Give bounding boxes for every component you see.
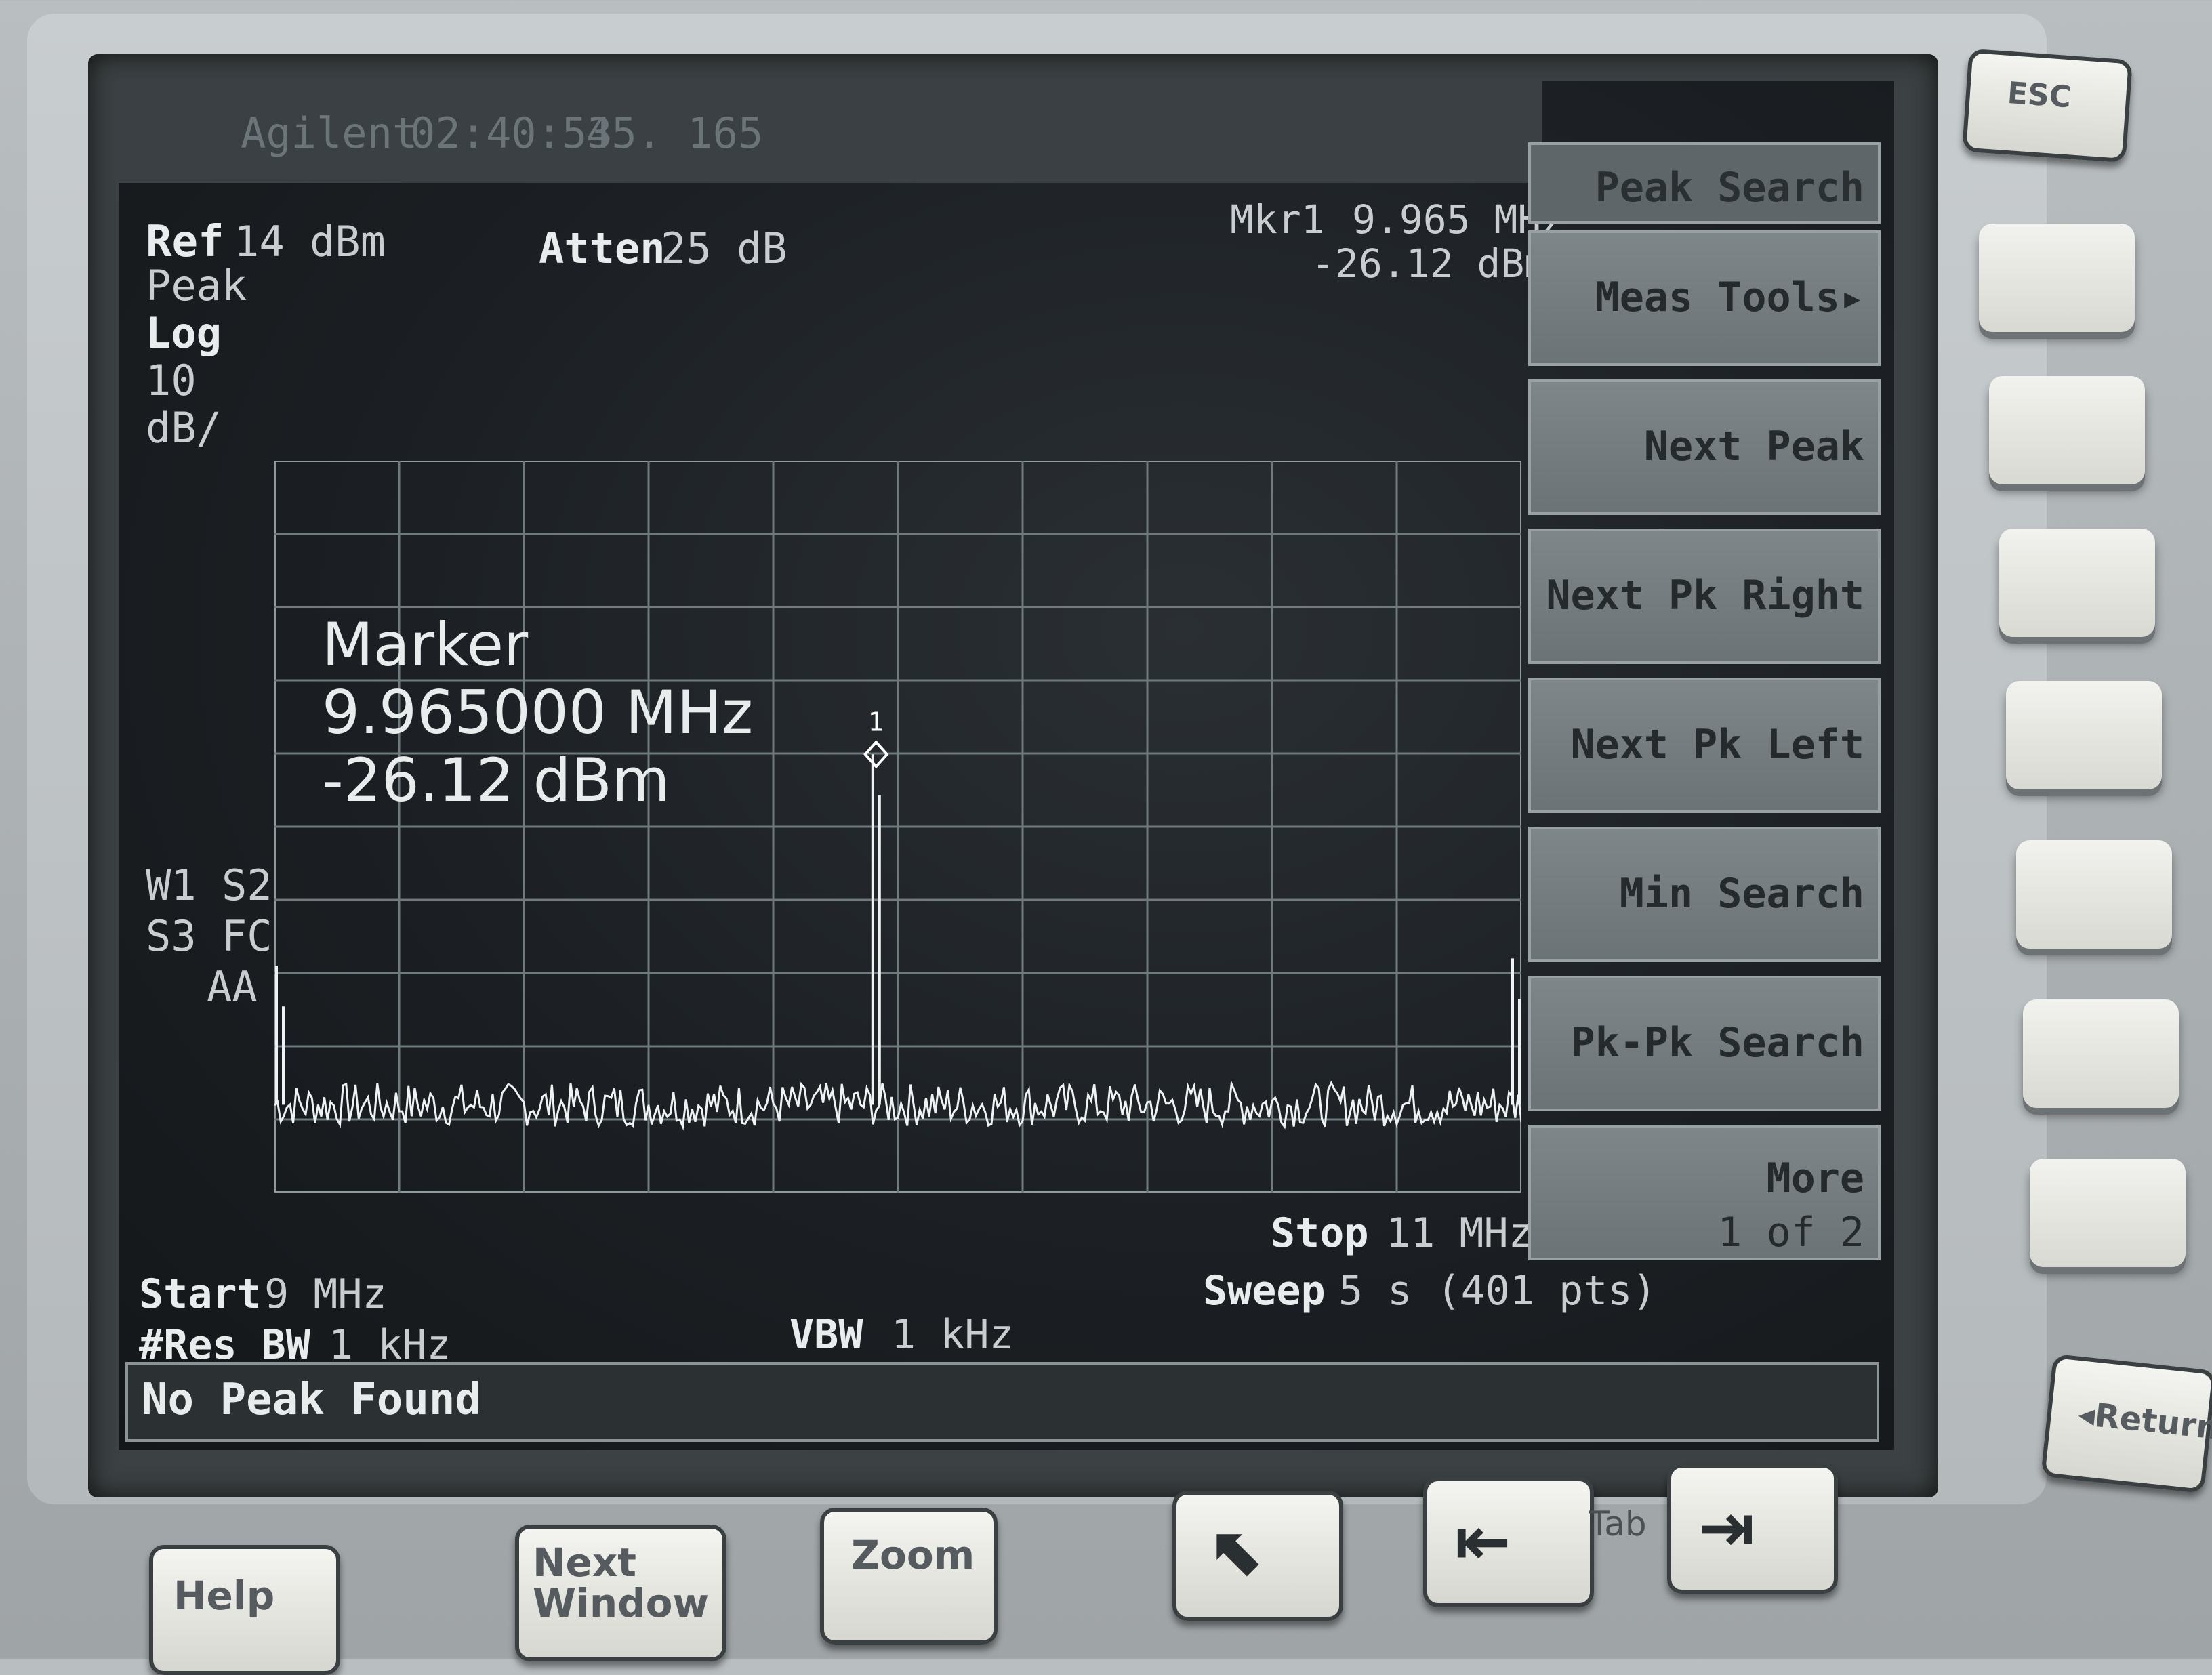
- arrow-up-left-key[interactable]: ⬉: [1172, 1491, 1343, 1621]
- vbw-value: 1 kHz: [891, 1311, 1014, 1359]
- vbw-label: VBW: [790, 1311, 863, 1359]
- marker-readout-title: Marker: [322, 610, 529, 680]
- softkey-hw-7[interactable]: [2030, 1159, 2186, 1267]
- tab-forward-icon: ⇥: [1698, 1488, 1755, 1567]
- analyzer-screen: Agilent 02:40:53 45. 165 Ref 14 dBm Peak…: [119, 81, 1894, 1450]
- atten-label: Atten: [539, 224, 665, 273]
- softkey-more[interactable]: More 1 of 2: [1528, 1125, 1881, 1260]
- menu-title: Peak Search: [1528, 142, 1881, 224]
- trace-flags-1: W1 S2: [146, 861, 272, 910]
- arrow-up-left-icon: ⬉: [1210, 1512, 1267, 1591]
- trace-flags-2: S3 FC: [146, 911, 272, 961]
- stop-value: 11 MHz: [1386, 1209, 1533, 1257]
- scale-unit: dB/: [146, 403, 222, 453]
- tab-label: Tab: [1589, 1504, 1647, 1544]
- esc-key[interactable]: ESC: [1961, 48, 2133, 163]
- marker-readout-frequency: 9.965000 MHz: [322, 678, 754, 747]
- marker-label: Mkr1: [1230, 197, 1325, 243]
- sweep-value: 5 s (401 pts): [1338, 1267, 1657, 1315]
- softkey-hw-3[interactable]: [1999, 529, 2155, 637]
- start-label: Start: [139, 1270, 262, 1318]
- stop-label: Stop: [1271, 1209, 1369, 1257]
- ref-label: Ref: [146, 217, 224, 267]
- zoom-key[interactable]: Zoom: [820, 1508, 998, 1645]
- softkey-hw-1[interactable]: [1979, 224, 2135, 332]
- marker-diamond-icon: [863, 740, 889, 769]
- time-label: 02:40:53: [410, 108, 613, 158]
- header-bar: Agilent 02:40:53 45. 165: [119, 81, 1542, 183]
- brand-label: Agilent: [241, 108, 418, 158]
- date-label: 45. 165: [586, 108, 764, 158]
- rbw-value: 1 kHz: [329, 1321, 451, 1369]
- atten-value: 25 dB: [661, 224, 787, 273]
- softkey-hw-2[interactable]: [1989, 376, 2145, 484]
- softkey-hw-6[interactable]: [2023, 999, 2179, 1108]
- spectrum-trace: [274, 1079, 1521, 1131]
- softkey-hw-5[interactable]: [2016, 840, 2172, 949]
- marker-readout-amplitude: -26.12 dBm: [322, 745, 670, 815]
- status-bar: No Peak Found: [125, 1362, 1879, 1442]
- spectrum-plot: 1: [274, 461, 1521, 1193]
- softkey-pk-pk-search[interactable]: Pk-Pk Search: [1528, 976, 1881, 1111]
- softkey-meas-tools[interactable]: Meas Tools▸: [1528, 230, 1881, 366]
- softkey-min-search[interactable]: Min Search: [1528, 827, 1881, 962]
- softkey-next-pk-right[interactable]: Next Pk Right: [1528, 529, 1881, 664]
- marker-amplitude: -26.12 dBm: [1311, 241, 1549, 287]
- trace-flags-3: AA: [207, 962, 258, 1012]
- marker-number-label: 1: [868, 707, 884, 737]
- softkey-next-pk-left[interactable]: Next Pk Left: [1528, 678, 1881, 813]
- start-value: 9 MHz: [264, 1270, 387, 1318]
- next-window-key[interactable]: Next Window: [515, 1525, 726, 1661]
- tab-back-icon: ⇤: [1454, 1502, 1511, 1581]
- scale-value: 10: [146, 356, 197, 405]
- softkey-next-peak[interactable]: Next Peak: [1528, 379, 1881, 515]
- return-key[interactable]: ◂Return: [2041, 1353, 2212, 1494]
- softkey-hw-4[interactable]: [2006, 681, 2162, 789]
- scale-type-label: Log: [146, 308, 222, 358]
- detector-label: Peak: [146, 261, 247, 310]
- ref-value: 14 dBm: [234, 217, 386, 266]
- status-message: No Peak Found: [142, 1375, 481, 1425]
- rbw-label: #Res BW: [139, 1321, 310, 1369]
- sweep-label: Sweep: [1203, 1267, 1326, 1315]
- tab-back-key[interactable]: ⇤: [1423, 1477, 1594, 1607]
- help-key[interactable]: Help: [149, 1545, 340, 1675]
- tab-forward-key[interactable]: ⇥: [1667, 1464, 1838, 1594]
